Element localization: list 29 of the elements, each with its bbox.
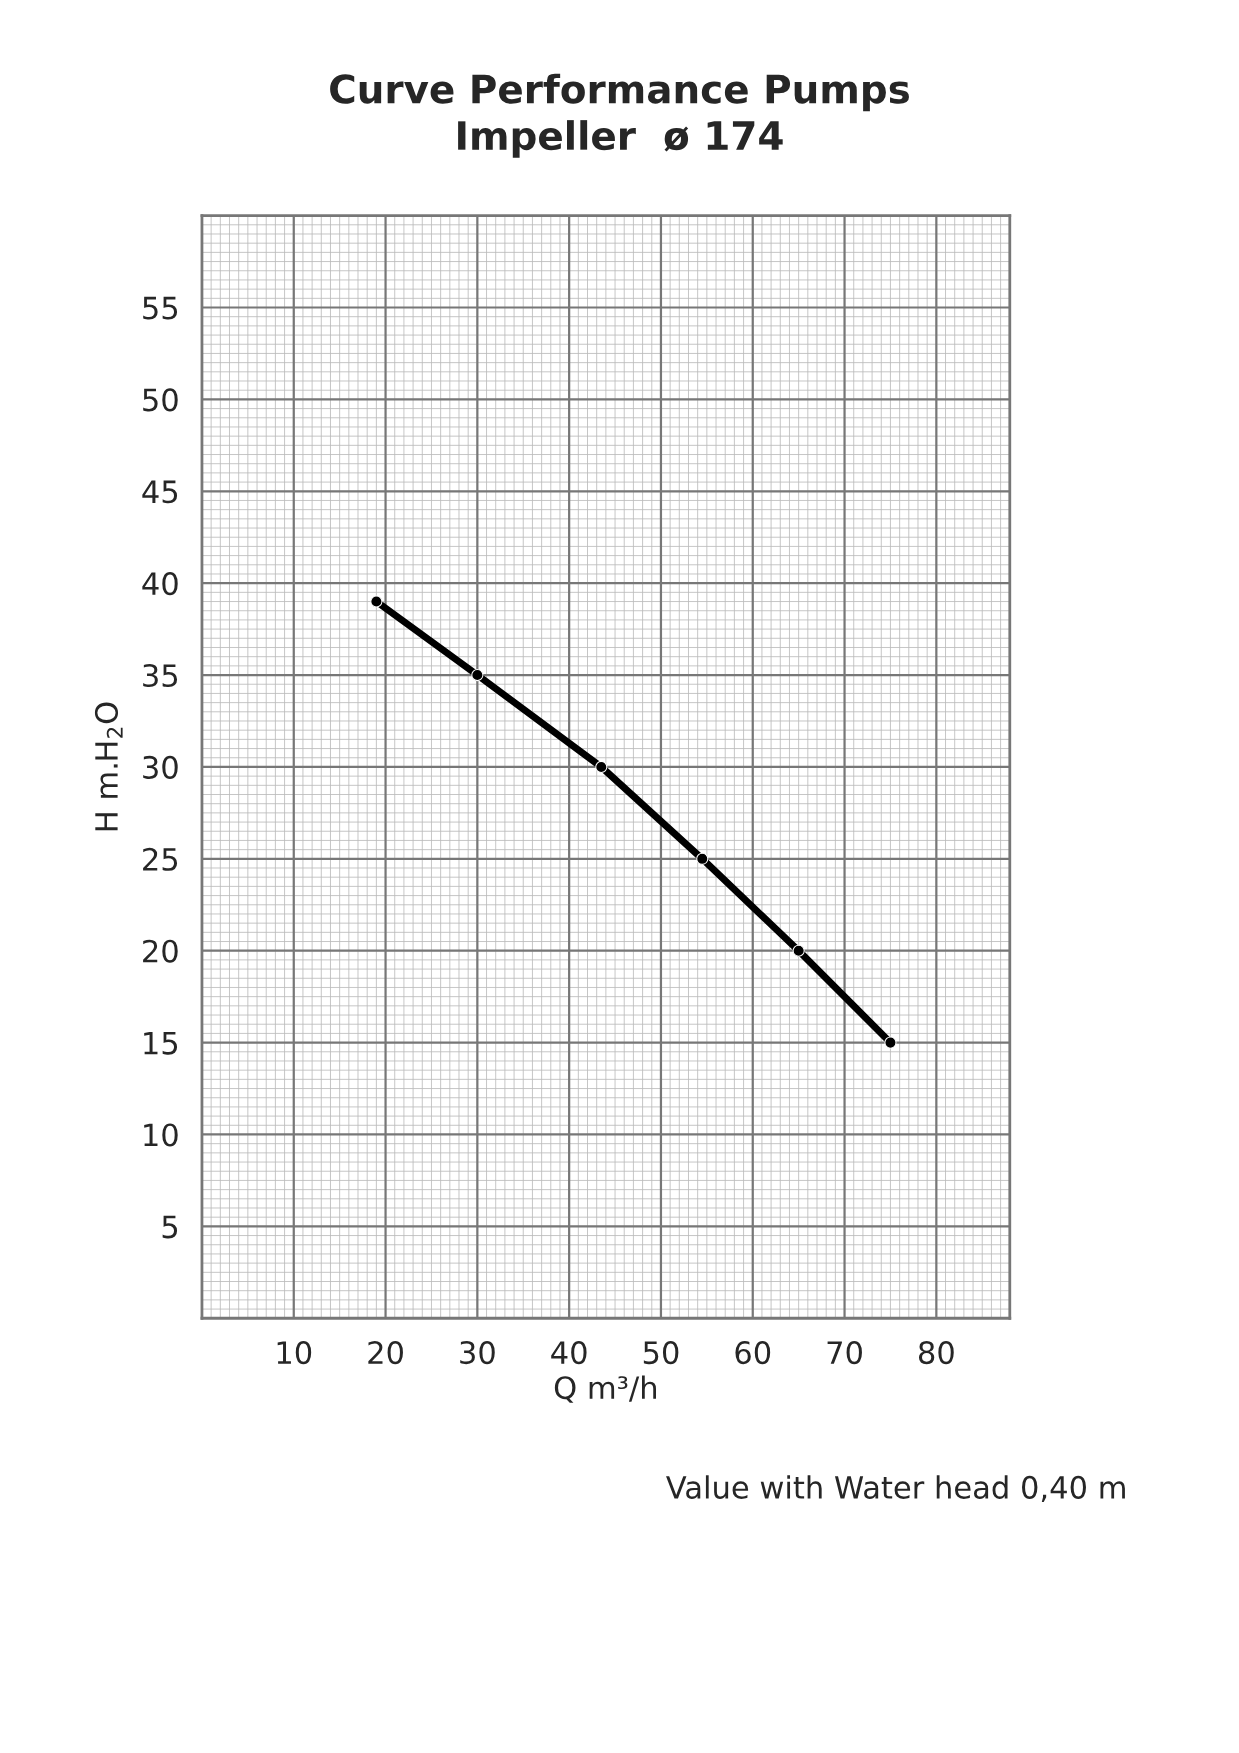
x-axis-title: Q m³/h bbox=[554, 1375, 656, 1403]
y-tick-label: 55 bbox=[143, 296, 178, 320]
point bbox=[595, 760, 608, 774]
y-tick-label: 45 bbox=[142, 480, 178, 504]
y-tick-label: 20 bbox=[143, 939, 178, 963]
x-tick-label: 70 bbox=[827, 1341, 862, 1365]
x-tick-label: 60 bbox=[735, 1341, 771, 1365]
point bbox=[792, 944, 805, 957]
y-tick-label: 25 bbox=[143, 847, 178, 871]
text: Value with Water head 0,40 m bbox=[666, 1475, 1125, 1503]
y-axis-title: H m.H$_{2}$O bbox=[94, 702, 123, 831]
chart-title: Curve Performance Pumps Impeller ø 174 bbox=[330, 73, 909, 158]
x-tick-label: 50 bbox=[643, 1341, 679, 1365]
x-tick-label: 10 bbox=[277, 1341, 312, 1365]
y-tick-label: 5 bbox=[162, 1215, 178, 1239]
y-tick-label: 30 bbox=[143, 755, 178, 779]
y-tick-label: 35 bbox=[143, 663, 178, 688]
point bbox=[471, 668, 484, 682]
x-tick-label: 40 bbox=[551, 1341, 587, 1365]
y-tick-label: 10 bbox=[144, 1123, 178, 1147]
y-tick-label: 50 bbox=[143, 388, 178, 412]
point bbox=[884, 1036, 897, 1049]
x-tick-label: 80 bbox=[918, 1341, 954, 1365]
point bbox=[370, 595, 383, 608]
y-tick-label: 15 bbox=[144, 1031, 178, 1055]
point bbox=[696, 852, 709, 865]
x-tick-label: 30 bbox=[460, 1341, 495, 1365]
x-tick-label: 20 bbox=[368, 1341, 403, 1365]
y-tick-label: 40 bbox=[142, 572, 178, 596]
